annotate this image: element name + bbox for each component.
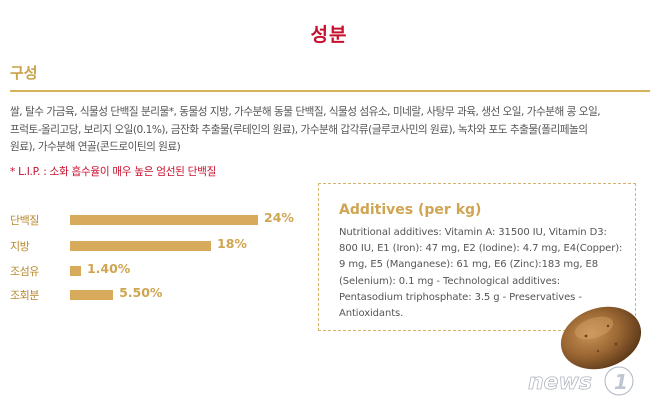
nutrient-row-protein: 단백질 24% [10,210,310,228]
svg-text:1: 1 [614,370,628,394]
additives-line: Pentasodium triphosphate: 3.5 g - Preser… [339,291,582,303]
nutrient-value: 5.50% [119,285,163,300]
section-divider [10,90,650,92]
nutrient-bar [70,290,114,300]
nutrient-row-ash: 조회분 5.50% [10,285,310,303]
nutrient-label: 단백질 [10,214,39,227]
nutrient-bar [70,215,258,225]
additives-line: 800 IU, E1 (Iron): 47 mg, E2 (Iodine): 4… [339,243,623,255]
page-title: 성분 [310,24,348,46]
ingredients-line: 쌀, 탈수 가금육, 식물성 단백질 분리물*, 동물성 지방, 가수분해 동물… [10,106,601,118]
additives-text: Nutritional additives: Vitamin A: 31500 … [339,225,631,322]
nutrient-row-fat: 지방 18% [10,236,310,254]
additives-line: (Selenium): 0.1 mg - Technological addit… [339,275,561,287]
nutrient-label: 지방 [10,240,30,253]
nutrient-bar [70,241,211,251]
kibble-image [560,306,642,370]
nutrient-value: 24% [264,210,294,225]
ingredients-line: 원료), 가수분해 연골(콘드로이틴의 원료) [10,141,181,154]
nutrient-value: 1.40% [86,261,131,276]
ingredients-text: 쌀, 탈수 가금육, 식물성 단백질 분리물*, 동물성 지방, 가수분해 동물… [10,104,652,157]
lip-note: * L.I.P. : 소화 흡수율이 매우 높은 엄선된 단백질 [10,166,217,178]
news1-logo: news 1 [528,366,634,396]
additives-line: Nutritional additives: Vitamin A: 31500 … [339,227,607,238]
nutrient-value: 18% [217,236,247,251]
additives-line: Antioxidants. [339,308,404,320]
nutrient-row-fiber: 조섬유 1.40% [10,261,310,279]
nutrient-label: 조섬유 [10,265,39,278]
additives-title: Additives (per kg) [339,202,482,218]
ingredients-line: 프럭토-올리고당, 보리지 오일(0.1%), 금잔화 추출물(루테인의 원료)… [10,123,588,136]
additives-line: 9 mg, E5 (Manganese): 61 mg, E6 (Zinc):1… [339,259,598,271]
additives-box: Additives (per kg) Nutritional additives… [318,183,636,331]
svg-text:news: news [528,370,592,395]
nutrient-label: 조회분 [10,289,39,302]
section-title: 구성 [10,64,38,82]
nutrient-bar [70,266,81,276]
